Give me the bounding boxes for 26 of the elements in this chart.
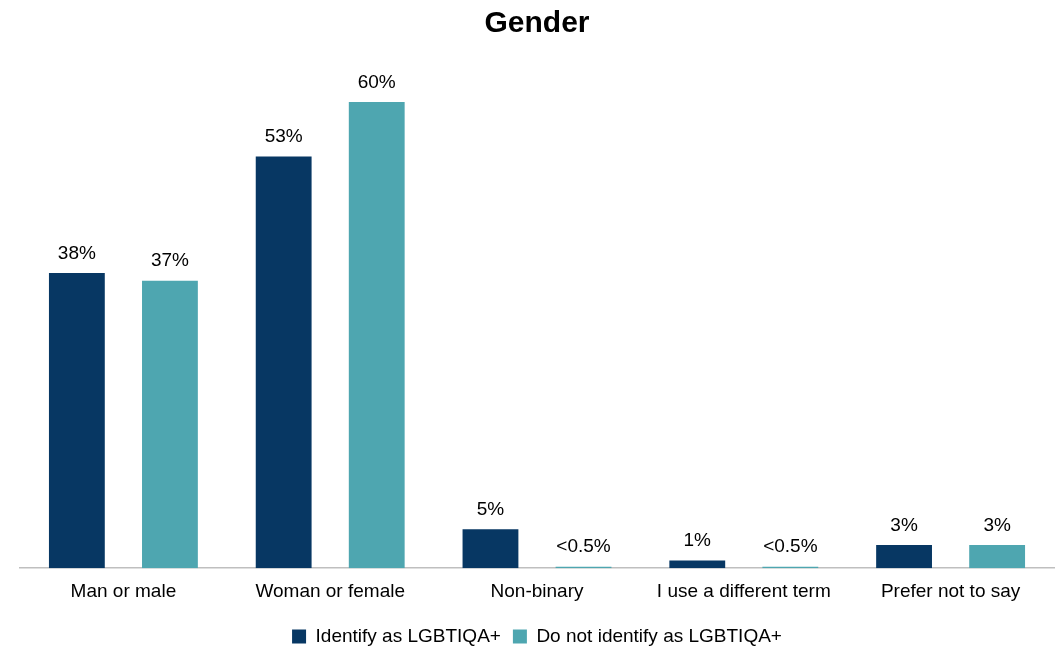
data-label: 37% (150, 249, 190, 271)
x-tick-label: Non-binary (490, 579, 584, 601)
data-label: 53% (264, 125, 303, 147)
bar (142, 280, 198, 569)
x-tick-label: I use a different term (656, 579, 831, 601)
data-label: 1% (683, 529, 712, 551)
legend-label: Do not identify as LGBTIQA+ (536, 624, 782, 646)
bar (669, 560, 726, 569)
bar (48, 272, 105, 569)
data-label: <0.5% (763, 535, 818, 557)
bar (348, 102, 405, 569)
bar (462, 529, 519, 569)
legend-label: Identify as LGBTIQA+ (315, 624, 501, 646)
data-label: <0.5% (556, 535, 611, 557)
data-label: 38% (57, 241, 96, 263)
bar (969, 544, 1026, 569)
bar (255, 156, 312, 569)
data-label: 5% (476, 498, 505, 520)
data-label: 60% (357, 70, 396, 92)
data-label: 3% (890, 513, 918, 535)
chart-title: Gender (484, 5, 590, 39)
x-tick-label: Prefer not to say (880, 579, 1021, 601)
bar (876, 544, 932, 569)
x-tick-label: Man or male (70, 579, 177, 601)
data-label: 3% (983, 513, 1011, 535)
x-tick-label: Woman or female (255, 579, 405, 601)
